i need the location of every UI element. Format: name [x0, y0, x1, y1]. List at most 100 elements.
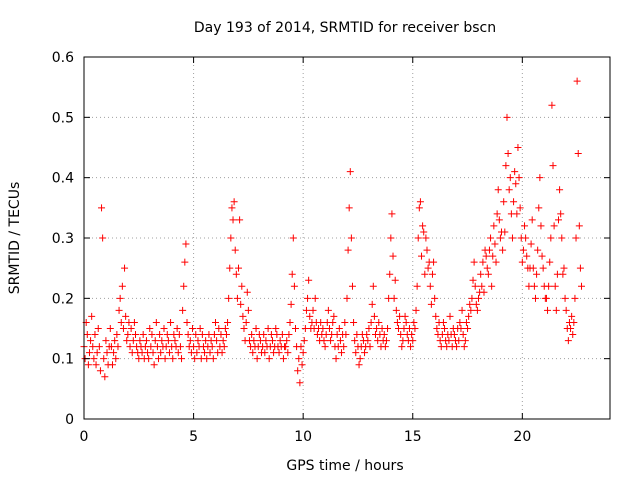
data-point: [506, 174, 514, 182]
data-point: [511, 168, 519, 176]
data-point: [231, 246, 239, 254]
data-point: [510, 198, 518, 206]
data-point: [150, 361, 158, 369]
data-point: [165, 349, 173, 357]
data-point: [306, 312, 314, 320]
data-point: [365, 325, 373, 332]
data-point: [350, 318, 358, 326]
data-point: [361, 349, 369, 357]
data-point: [539, 264, 547, 272]
data-point: [146, 325, 154, 332]
data-point: [368, 300, 376, 308]
x-axis-ticks: 0 5 10 15 20: [80, 57, 531, 445]
data-point: [327, 337, 335, 345]
data-point: [578, 282, 586, 290]
data-point: [472, 300, 480, 308]
data-point: [495, 216, 503, 224]
data-point: [203, 355, 211, 363]
data-point: [287, 300, 295, 308]
data-point: [421, 270, 429, 278]
data-point: [103, 349, 111, 357]
data-point: [123, 337, 131, 345]
data-point: [453, 343, 461, 351]
data-point: [94, 325, 102, 332]
data-point: [390, 294, 398, 302]
data-point: [220, 343, 228, 351]
data-point: [534, 246, 542, 254]
data-point: [346, 168, 354, 176]
data-point: [215, 325, 223, 332]
data-point: [102, 337, 110, 345]
data-point: [348, 282, 356, 290]
data-point: [336, 337, 344, 345]
data-point: [244, 306, 252, 314]
data-point: [475, 294, 482, 302]
data-point: [479, 258, 487, 266]
data-point: [502, 162, 510, 170]
data-point: [466, 300, 474, 308]
data-point: [149, 349, 157, 357]
data-point: [355, 361, 363, 369]
data-point: [384, 325, 392, 332]
data-point: [382, 337, 390, 345]
data-point: [332, 355, 340, 363]
data-point: [352, 349, 360, 357]
data-point: [262, 337, 270, 345]
data-point: [158, 337, 166, 345]
data-point: [228, 204, 236, 212]
data-point: [324, 306, 332, 314]
data-point: [206, 349, 214, 357]
data-point: [300, 337, 308, 345]
y-axis-label: SRMTID / TECUs: [7, 182, 23, 295]
data-point: [126, 343, 134, 351]
data-point: [431, 294, 439, 302]
data-point: [462, 318, 470, 326]
data-point: [164, 337, 172, 345]
data-point: [268, 337, 276, 345]
data-point: [221, 325, 229, 332]
data-point: [482, 252, 490, 260]
data-point: [380, 331, 388, 339]
data-point: [225, 294, 233, 302]
data-point: [116, 294, 124, 302]
data-point: [191, 355, 199, 363]
data-point: [261, 349, 269, 357]
data-point: [547, 234, 555, 242]
data-point: [341, 318, 349, 326]
data-point: [415, 204, 423, 212]
data-point: [285, 331, 293, 339]
data-point: [298, 361, 306, 369]
y-axis-ticks: 0 0.1 0.2 0.3 0.4 0.5 0.6: [52, 50, 610, 428]
data-point: [392, 306, 400, 314]
data-point: [107, 343, 115, 351]
data-point: [552, 306, 560, 314]
data-point: [178, 355, 186, 363]
x-axis-label: GPS time / hours: [286, 458, 403, 474]
data-point: [461, 337, 469, 345]
data-point: [428, 270, 436, 278]
data-point: [528, 216, 536, 224]
data-point: [478, 282, 486, 290]
data-point: [576, 264, 584, 272]
data-point: [501, 228, 509, 236]
y-tick-label: 0: [65, 412, 74, 428]
y-tick-label: 0.2: [52, 291, 74, 307]
data-point: [450, 331, 458, 339]
data-point: [381, 343, 389, 351]
data-point: [275, 349, 283, 357]
data-point: [504, 150, 512, 158]
data-point: [188, 325, 196, 332]
data-point: [163, 331, 171, 339]
data-point: [229, 216, 237, 224]
data-point: [418, 252, 426, 260]
data-point: [169, 355, 177, 363]
data-point: [167, 318, 175, 326]
data-point: [433, 325, 441, 332]
data-point: [489, 252, 497, 260]
data-point: [224, 318, 232, 326]
data-point: [142, 337, 150, 345]
data-point: [391, 276, 399, 284]
data-point: [402, 318, 410, 326]
data-point: [218, 349, 226, 357]
data-point: [230, 198, 238, 206]
